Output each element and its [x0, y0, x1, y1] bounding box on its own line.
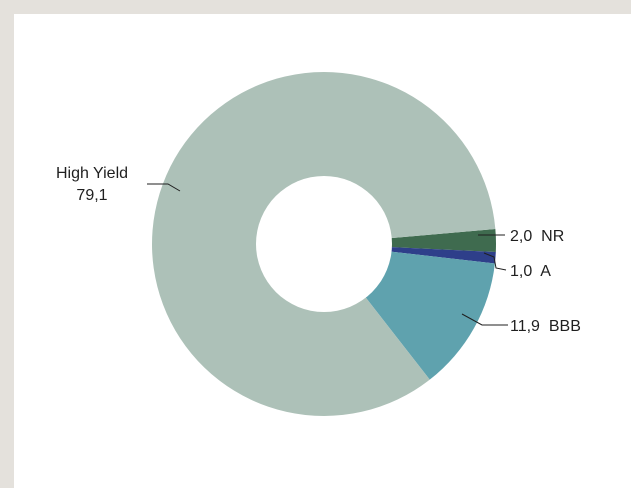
donut-hole [256, 176, 392, 312]
label-a: 1,0 A [510, 263, 551, 280]
leader-line-high-yield [147, 183, 181, 192]
label-high-yield-value: 79,1 [76, 187, 107, 204]
label-high-yield-name: High Yield [56, 165, 128, 182]
label-bbb: 11,9 BBB [510, 318, 581, 335]
slice-nr [324, 229, 496, 252]
leader-line-a [483, 252, 507, 271]
leader-line-bbb [461, 313, 508, 326]
label-nr: 2,0 NR [510, 228, 564, 245]
